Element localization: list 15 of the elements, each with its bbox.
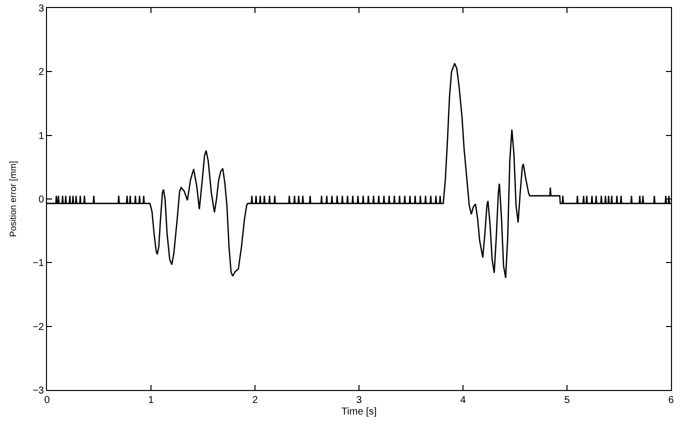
x-tick-label: 3 xyxy=(356,395,362,406)
x-tick-label: 2 xyxy=(252,395,258,406)
y-tick-label: −2 xyxy=(32,322,44,333)
x-tick-label: 6 xyxy=(668,395,674,406)
y-axis-title: Position error [mm] xyxy=(8,160,18,238)
x-tick-label: 1 xyxy=(148,395,154,406)
x-axis-title: Time [s] xyxy=(341,406,377,418)
x-tick-label: 5 xyxy=(564,395,570,406)
y-tick-label: 3 xyxy=(38,4,44,14)
y-tick-label: −1 xyxy=(32,258,44,270)
x-tick-label: 4 xyxy=(460,395,466,406)
y-tick-label: 1 xyxy=(38,130,44,142)
y-tick-label: 0 xyxy=(38,194,44,206)
y-tick-label: 2 xyxy=(38,67,44,78)
y-tick-label: −3 xyxy=(32,386,44,396)
